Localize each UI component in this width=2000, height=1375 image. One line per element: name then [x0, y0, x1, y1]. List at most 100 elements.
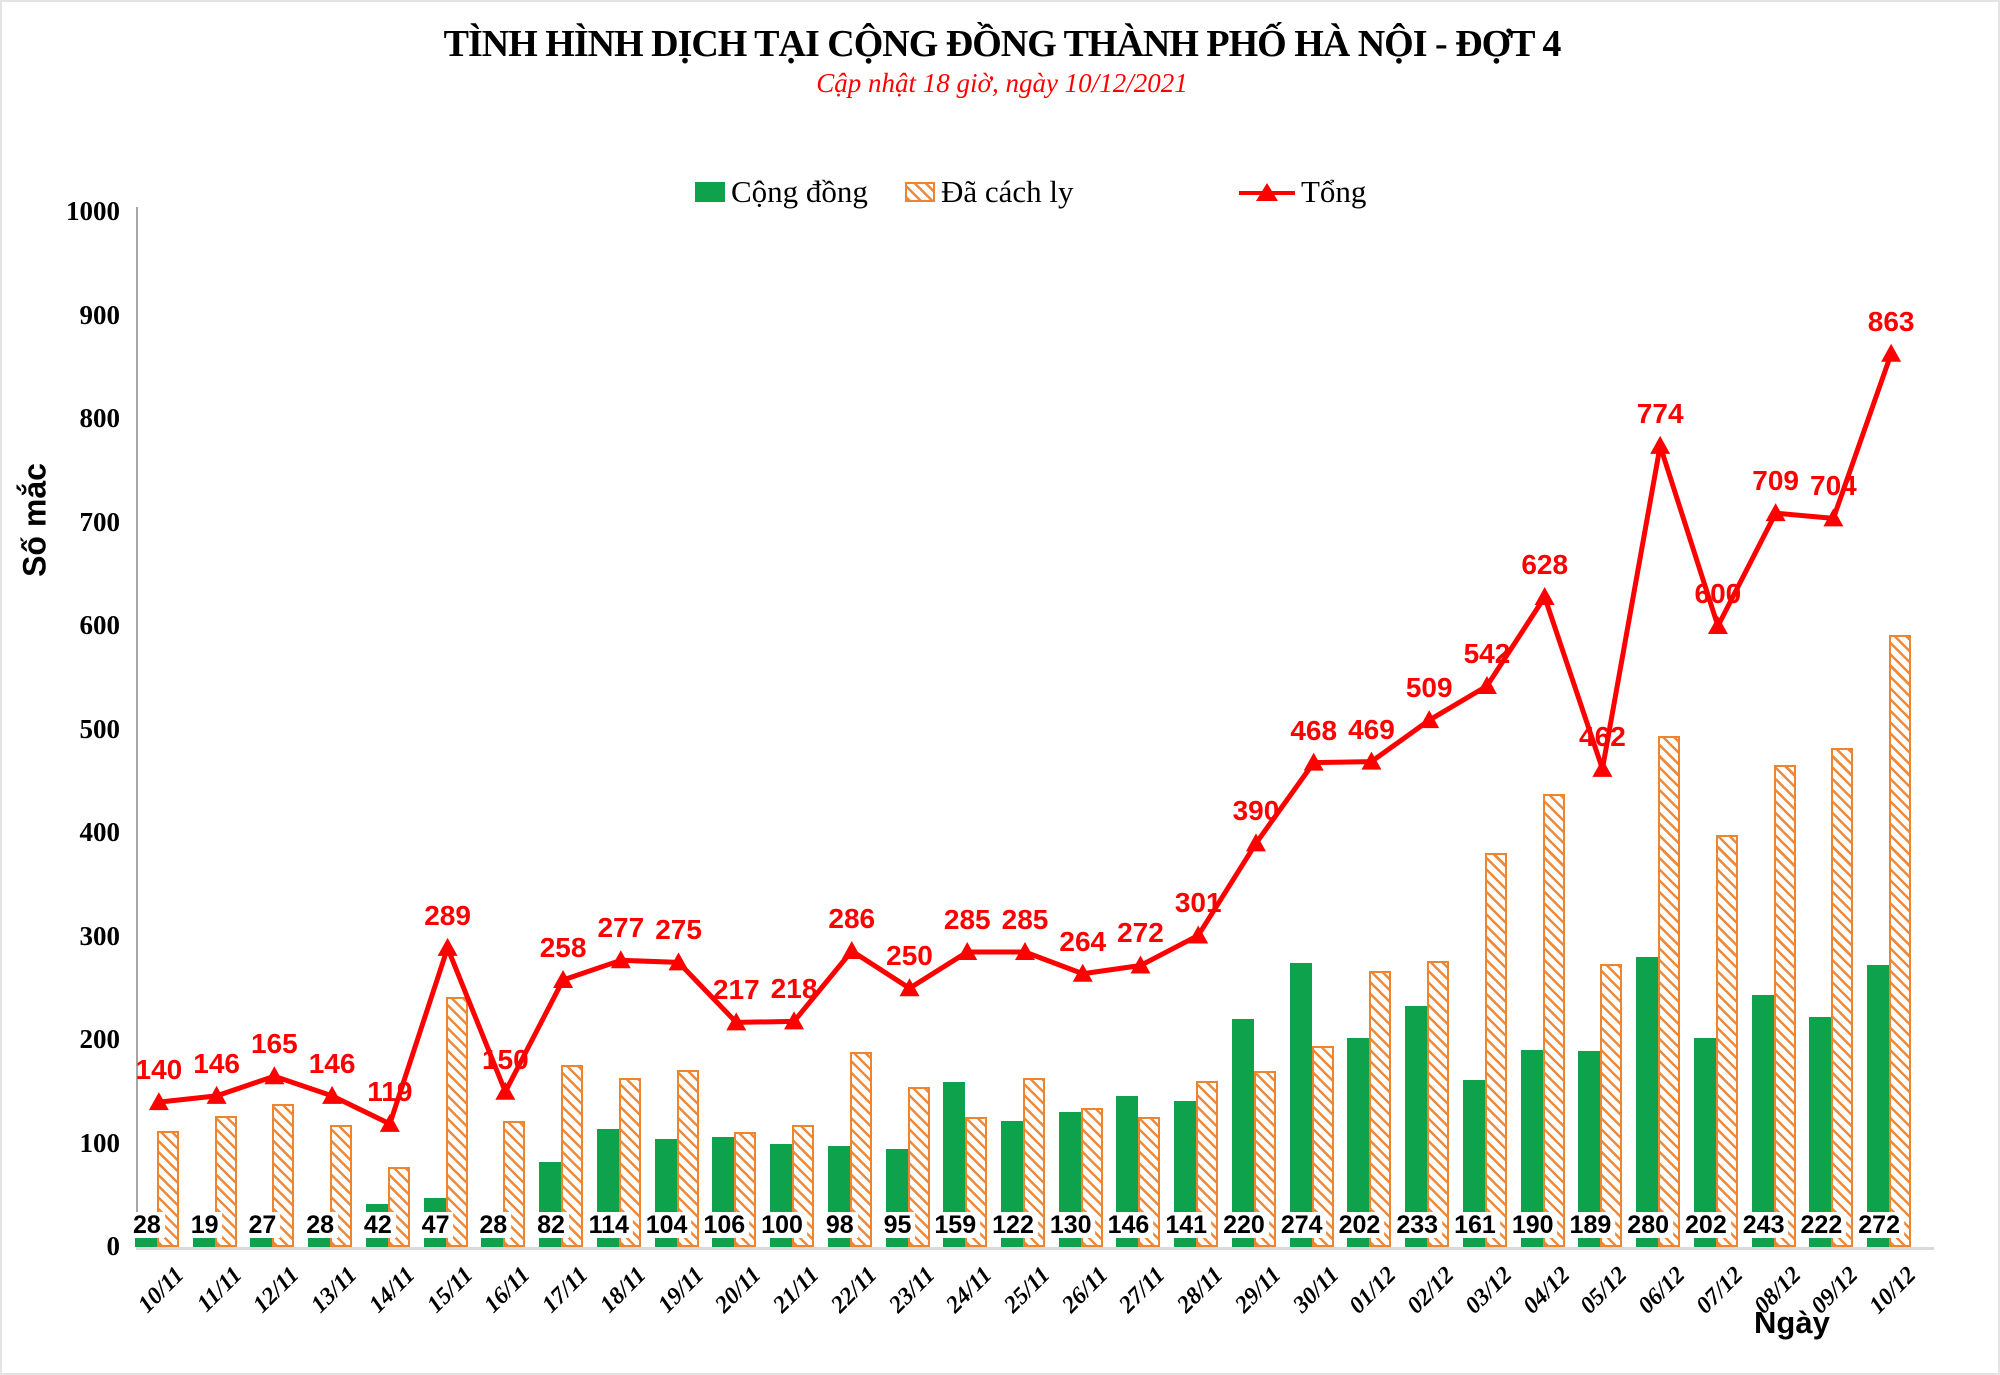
total-point-marker	[1130, 955, 1151, 974]
total-value-label: 146	[308, 1047, 356, 1079]
date-label: 10/11	[133, 1262, 190, 1319]
community-value-label: 104	[641, 1212, 692, 1238]
bar-community	[1116, 1095, 1139, 1247]
total-value-label: 275	[655, 914, 702, 946]
date-label: 18/11	[595, 1262, 652, 1319]
community-value-label: 202	[1681, 1212, 1731, 1238]
total-value-label: 264	[1059, 925, 1107, 957]
total-value-label: 286	[828, 902, 876, 934]
community-value-label: 122	[988, 1212, 1038, 1238]
total-point-marker	[1245, 833, 1266, 852]
date-label: 11/11	[191, 1262, 247, 1318]
date-label: 24/11	[941, 1262, 998, 1319]
community-value-label: 243	[1738, 1212, 1789, 1238]
total-point-marker	[1534, 587, 1555, 606]
y-tick-label: 400	[79, 817, 121, 847]
community-value-label: 95	[879, 1212, 916, 1238]
bar-community	[1867, 965, 1890, 1247]
total-point-marker	[899, 978, 920, 997]
total-value-label: 509	[1405, 672, 1453, 704]
bar-quarantined	[1773, 764, 1796, 1247]
total-value-label: 277	[597, 912, 645, 944]
date-label: 02/12	[1402, 1262, 1460, 1320]
y-tick-label: 1000	[66, 196, 120, 226]
community-value-label: 233	[1392, 1212, 1443, 1238]
date-label: 15/11	[421, 1262, 478, 1319]
community-value-label: 220	[1219, 1212, 1269, 1238]
total-point-marker	[495, 1081, 516, 1100]
total-point-marker	[668, 952, 689, 971]
bar-quarantined	[1484, 852, 1507, 1247]
total-point-marker	[1650, 435, 1671, 454]
total-line-marker-icon	[1239, 182, 1295, 202]
total-point-marker	[379, 1113, 400, 1132]
community-swatch-icon	[695, 182, 725, 202]
legend-label-community: Cộng đồng	[731, 174, 868, 209]
y-tick-label: 200	[79, 1024, 121, 1054]
total-value-label: 462	[1579, 720, 1626, 752]
community-value-label: 141	[1161, 1212, 1212, 1238]
bar-community	[1636, 957, 1659, 1247]
community-value-label: 161	[1450, 1212, 1500, 1238]
total-value-label: 709	[1752, 465, 1799, 497]
total-point-marker	[1419, 710, 1440, 729]
total-point-marker	[322, 1085, 343, 1104]
total-point-marker	[1592, 758, 1613, 777]
total-value-label: 272	[1117, 917, 1164, 949]
community-value-label: 130	[1045, 1212, 1096, 1238]
total-point-marker	[264, 1066, 285, 1085]
community-value-label: 280	[1623, 1212, 1674, 1238]
chart-title: TÌNH HÌNH DỊCH TẠI CỘNG ĐỒNG THÀNH PHỐ H…	[443, 23, 1562, 65]
community-value-label: 274	[1276, 1212, 1327, 1238]
community-value-label: 114	[584, 1212, 633, 1238]
bar-quarantined	[1831, 748, 1854, 1247]
total-value-label: 285	[1001, 904, 1049, 936]
date-label: 22/11	[826, 1262, 883, 1319]
date-label: 01/12	[1344, 1262, 1402, 1320]
total-value-label: 774	[1636, 397, 1684, 429]
total-value-label: 285	[943, 904, 991, 936]
community-value-label: 190	[1507, 1212, 1558, 1238]
total-value-label: 469	[1348, 713, 1395, 745]
y-tick-label: 100	[79, 1127, 121, 1158]
total-point-marker	[726, 1012, 747, 1031]
date-label: 25/11	[999, 1262, 1056, 1319]
y-tick-label: 0	[106, 1231, 121, 1261]
community-value-label: 28	[475, 1212, 512, 1238]
legend-item-quarantined: Đã cách ly	[905, 172, 1074, 212]
quarantined-swatch-icon	[905, 182, 935, 202]
date-label: 27/11	[1114, 1262, 1171, 1319]
y-tick-label: 600	[79, 610, 121, 640]
x-axis-title: Ngày	[1754, 1305, 1830, 1340]
total-value-label: 542	[1463, 638, 1511, 670]
total-value-label: 468	[1290, 714, 1338, 746]
date-label: 20/11	[710, 1262, 767, 1319]
bar-community	[1751, 995, 1774, 1247]
y-axis-line	[136, 207, 138, 1249]
date-label: 10/12	[1864, 1262, 1922, 1320]
legend-item-community: Cộng đồng	[695, 172, 868, 212]
total-value-label: 119	[367, 1075, 413, 1107]
bar-quarantined	[1715, 835, 1738, 1247]
date-label: 12/11	[248, 1262, 305, 1319]
community-value-label: 159	[930, 1212, 981, 1238]
total-point-marker	[1303, 752, 1324, 771]
community-value-label: 27	[244, 1212, 281, 1238]
total-point-marker	[1823, 508, 1844, 527]
total-value-label: 863	[1867, 305, 1915, 337]
community-value-label: 82	[533, 1212, 569, 1238]
bar-quarantined	[1542, 793, 1565, 1247]
date-label: 23/11	[883, 1262, 940, 1319]
community-value-label: 189	[1565, 1212, 1616, 1238]
bar-community	[1289, 963, 1312, 1247]
total-value-label: 390	[1232, 795, 1280, 827]
y-tick-label: 800	[79, 403, 121, 433]
legend-label-quarantined: Đã cách ly	[941, 174, 1074, 209]
total-point-marker	[1881, 343, 1902, 362]
total-value-label: 704	[1810, 470, 1857, 502]
legend-label-total: Tổng	[1301, 174, 1367, 209]
total-value-label: 150	[481, 1043, 529, 1075]
date-label: 05/12	[1575, 1262, 1633, 1320]
total-value-label: 165	[250, 1028, 298, 1060]
